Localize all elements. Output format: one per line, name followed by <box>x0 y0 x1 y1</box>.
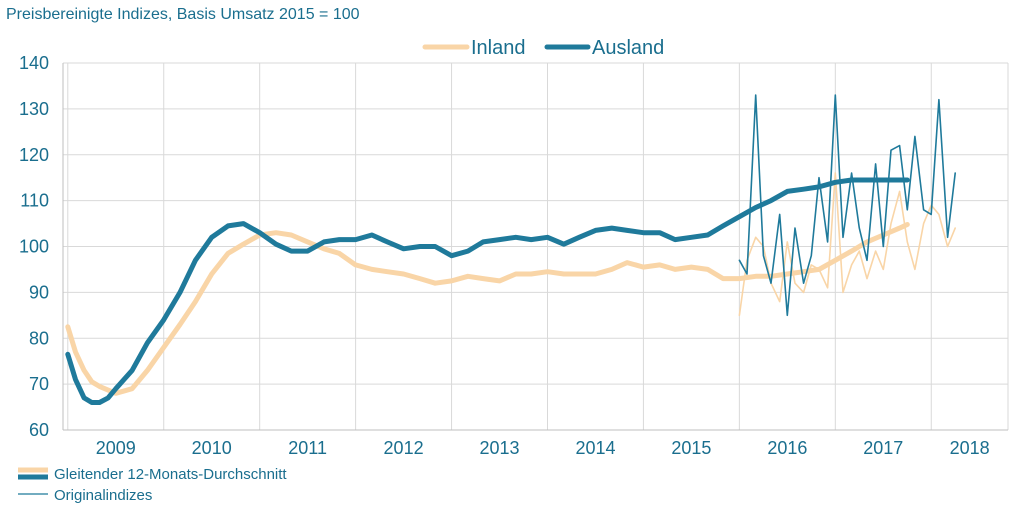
legend-ma-label: Gleitender 12-Monats-Durchschnitt <box>54 466 287 483</box>
x-tick-label: 2015 <box>671 438 711 458</box>
y-tick-labels: 60 70 80 90 100 110 120 130 140 <box>19 53 49 440</box>
series-inland-moving-average-line <box>65 222 910 396</box>
y-tick-label: 60 <box>29 420 49 440</box>
series-inland-original-line <box>738 172 957 317</box>
x-tick-label: 2012 <box>384 438 424 458</box>
x-tick-label: 2011 <box>288 438 327 458</box>
x-tick-label: 2016 <box>767 438 807 458</box>
y-tick-label: 110 <box>20 191 49 211</box>
series-ausland-original-line <box>738 94 957 317</box>
y-tick-label: 90 <box>29 282 49 302</box>
y-tick-label: 80 <box>29 328 49 348</box>
series-ausland-moving-average-line <box>65 177 910 405</box>
legend-top: Inland Ausland <box>422 37 664 59</box>
series-lines <box>65 94 957 405</box>
y-tick-label: 140 <box>19 53 49 73</box>
legend-ausland-label: Ausland <box>592 37 664 59</box>
y-tick-label: 130 <box>19 99 49 119</box>
legend-inland-label: Inland <box>471 37 526 59</box>
gridlines <box>63 62 1009 431</box>
chart-title: Preisbereinigte Indizes, Basis Umsatz 20… <box>6 6 360 23</box>
x-tick-label: 2014 <box>575 438 615 458</box>
y-tick-label: 70 <box>29 374 49 394</box>
y-tick-label: 120 <box>19 145 49 165</box>
legend-bottom: Gleitender 12-Monats-Durchschnitt Origin… <box>18 466 287 504</box>
x-tick-label: 2018 <box>950 438 990 458</box>
legend-orig-label: Originalindizes <box>54 487 152 504</box>
x-tick-label: 2010 <box>192 438 232 458</box>
x-tick-label: 2017 <box>863 438 903 458</box>
y-tick-label: 100 <box>19 237 49 257</box>
x-tick-label: 2013 <box>479 438 519 458</box>
x-tick-labels: 2009 2010 2011 2012 2013 2014 2015 2016 2017 2018 <box>96 438 990 458</box>
axes <box>62 63 1008 431</box>
x-tick-label: 2009 <box>96 438 136 458</box>
